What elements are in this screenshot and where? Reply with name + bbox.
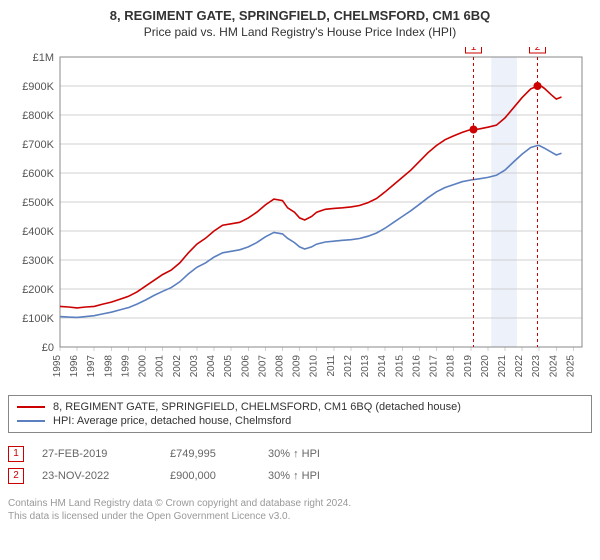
legend: 8, REGIMENT GATE, SPRINGFIELD, CHELMSFOR… xyxy=(8,395,592,433)
legend-swatch xyxy=(17,420,45,422)
svg-text:2012: 2012 xyxy=(343,355,354,378)
svg-text:2001: 2001 xyxy=(155,355,166,378)
attribution-line: Contains HM Land Registry data © Crown c… xyxy=(8,497,592,510)
svg-text:2009: 2009 xyxy=(292,355,303,378)
transaction-marker-icon: 1 xyxy=(8,446,24,462)
svg-text:2011: 2011 xyxy=(326,355,337,377)
svg-text:2000: 2000 xyxy=(138,355,149,378)
svg-text:2004: 2004 xyxy=(206,355,217,378)
svg-text:2014: 2014 xyxy=(377,355,388,378)
legend-item: HPI: Average price, detached house, Chel… xyxy=(17,414,583,428)
svg-text:2025: 2025 xyxy=(565,355,576,378)
legend-swatch xyxy=(17,406,45,408)
transaction-price: £749,995 xyxy=(170,448,250,460)
transaction-table: 1 27-FEB-2019 £749,995 30% ↑ HPI 2 23-NO… xyxy=(8,443,592,487)
svg-text:1996: 1996 xyxy=(69,355,80,378)
price-chart: £0 £100K £200K £300K £400K £500K £600K £700K £80… xyxy=(8,47,592,387)
legend-label: 8, REGIMENT GATE, SPRINGFIELD, CHELMSFOR… xyxy=(53,401,461,413)
svg-text:2006: 2006 xyxy=(240,355,251,378)
transaction-row: 2 23-NOV-2022 £900,000 30% ↑ HPI xyxy=(8,465,592,487)
chart-title: 8, REGIMENT GATE, SPRINGFIELD, CHELMSFOR… xyxy=(8,8,592,23)
legend-item: 8, REGIMENT GATE, SPRINGFIELD, CHELMSFOR… xyxy=(17,400,583,414)
svg-text:£300K: £300K xyxy=(22,255,54,267)
svg-text:2010: 2010 xyxy=(309,355,320,378)
svg-text:2022: 2022 xyxy=(514,355,525,378)
svg-text:2021: 2021 xyxy=(497,355,508,378)
svg-text:2017: 2017 xyxy=(429,355,440,378)
svg-text:2020: 2020 xyxy=(480,355,491,378)
svg-text:£0: £0 xyxy=(42,342,54,354)
svg-text:1997: 1997 xyxy=(86,355,97,378)
svg-text:2005: 2005 xyxy=(223,355,234,378)
svg-text:£400K: £400K xyxy=(22,226,54,238)
transaction-date: 23-NOV-2022 xyxy=(42,470,152,482)
svg-text:2003: 2003 xyxy=(189,355,200,378)
svg-text:1995: 1995 xyxy=(52,355,63,378)
svg-text:2007: 2007 xyxy=(257,355,268,378)
transaction-vs-hpi: 30% ↑ HPI xyxy=(268,448,368,460)
svg-text:2008: 2008 xyxy=(274,355,285,378)
svg-text:2013: 2013 xyxy=(360,355,371,378)
legend-label: HPI: Average price, detached house, Chel… xyxy=(53,415,291,427)
svg-text:1999: 1999 xyxy=(120,355,131,378)
svg-text:2015: 2015 xyxy=(394,355,405,378)
svg-text:£500K: £500K xyxy=(22,197,54,209)
chart-subtitle: Price paid vs. HM Land Registry's House … xyxy=(8,25,592,39)
transaction-price: £900,000 xyxy=(170,470,250,482)
svg-text:£800K: £800K xyxy=(22,110,54,122)
svg-text:2019: 2019 xyxy=(463,355,474,378)
attribution-line: This data is licensed under the Open Gov… xyxy=(8,510,592,523)
svg-text:£100K: £100K xyxy=(22,313,54,325)
svg-text:£1M: £1M xyxy=(33,52,54,64)
attribution: Contains HM Land Registry data © Crown c… xyxy=(8,497,592,523)
svg-text:1998: 1998 xyxy=(103,355,114,378)
svg-text:2024: 2024 xyxy=(548,355,559,378)
transaction-marker-icon: 2 xyxy=(8,468,24,484)
svg-text:2002: 2002 xyxy=(172,355,183,378)
svg-text:1: 1 xyxy=(471,47,477,53)
transaction-vs-hpi: 30% ↑ HPI xyxy=(268,470,368,482)
svg-text:2023: 2023 xyxy=(531,355,542,378)
transaction-row: 1 27-FEB-2019 £749,995 30% ↑ HPI xyxy=(8,443,592,465)
transaction-date: 27-FEB-2019 xyxy=(42,448,152,460)
svg-text:2016: 2016 xyxy=(411,355,422,378)
svg-text:£200K: £200K xyxy=(22,284,54,296)
svg-text:£600K: £600K xyxy=(22,168,54,180)
svg-text:2018: 2018 xyxy=(446,355,457,378)
svg-text:£700K: £700K xyxy=(22,139,54,151)
svg-text:2: 2 xyxy=(535,47,541,53)
svg-text:£900K: £900K xyxy=(22,81,54,93)
